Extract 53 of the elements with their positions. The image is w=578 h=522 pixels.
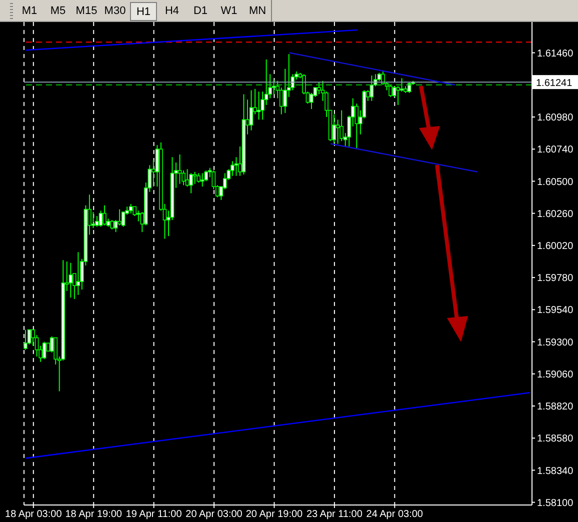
y-tick-label: 1.59300 [537, 337, 574, 348]
candlestick [76, 252, 80, 296]
y-tick-label: 1.60260 [537, 208, 574, 220]
candlestick [200, 172, 204, 188]
text: W1 [220, 4, 238, 19]
candlestick [128, 203, 133, 214]
candlestick [400, 78, 404, 92]
y-tick-label: 1.58340 [537, 466, 574, 477]
text: H4 [164, 4, 180, 19]
text: M15 [74, 4, 98, 19]
candlestick [189, 172, 193, 194]
candlestick [192, 171, 197, 184]
text: M1 [20, 4, 38, 19]
y-tick-label: 1.59540 [537, 305, 574, 316]
candlestick [256, 91, 261, 120]
y-tick-label: 1.58580 [537, 434, 574, 445]
y-tick-label: 1.60980 [537, 112, 574, 124]
y-tick-label: 1.59780 [537, 273, 574, 284]
candlestick [230, 160, 234, 176]
x-tick-label: 18 Apr 19:00 [65, 509, 122, 520]
text: H1 [130, 2, 157, 21]
y-tick-label: 1.58820 [537, 402, 574, 413]
x-tick-label: 18 Apr 03:00 [5, 509, 62, 520]
x-tick-label: 19 Apr 11:00 [126, 509, 182, 520]
candlestick [249, 90, 254, 131]
candlestick [68, 262, 73, 298]
candlestick [234, 156, 238, 176]
candlestick [110, 220, 114, 230]
y-tick-label: 1.58100 [537, 498, 574, 509]
text: M5 [49, 4, 67, 19]
x-tick-label: 20 Apr 03:00 [186, 509, 243, 520]
candlestick [136, 210, 140, 222]
y-tick-label: 1.60740 [537, 144, 574, 156]
candlestick [178, 154, 182, 184]
text: MN [248, 4, 268, 19]
y-tick-label: 1.59060 [537, 369, 574, 380]
text: D1 [192, 4, 209, 19]
candlestick [185, 168, 190, 188]
candlestick [388, 84, 392, 98]
candlestick [42, 341, 46, 360]
candlestick [340, 110, 344, 142]
y-tick-label: 1.61460 [537, 48, 574, 60]
candlestick [196, 172, 200, 184]
ref-line-label: 1.61241 [536, 78, 573, 90]
candlestick [102, 204, 106, 226]
candlestick [370, 75, 374, 102]
x-tick-label: 23 Apr 11:00 [306, 509, 363, 520]
x-tick-label: 20 Apr 19:00 [246, 509, 304, 520]
y-tick-label: 1.60500 [537, 176, 574, 188]
y-tick-label: 1.60020 [537, 240, 574, 252]
x-tick-label: 24 Apr 03:00 [366, 509, 424, 520]
text: M30 [103, 4, 127, 19]
candlestick [118, 208, 122, 226]
